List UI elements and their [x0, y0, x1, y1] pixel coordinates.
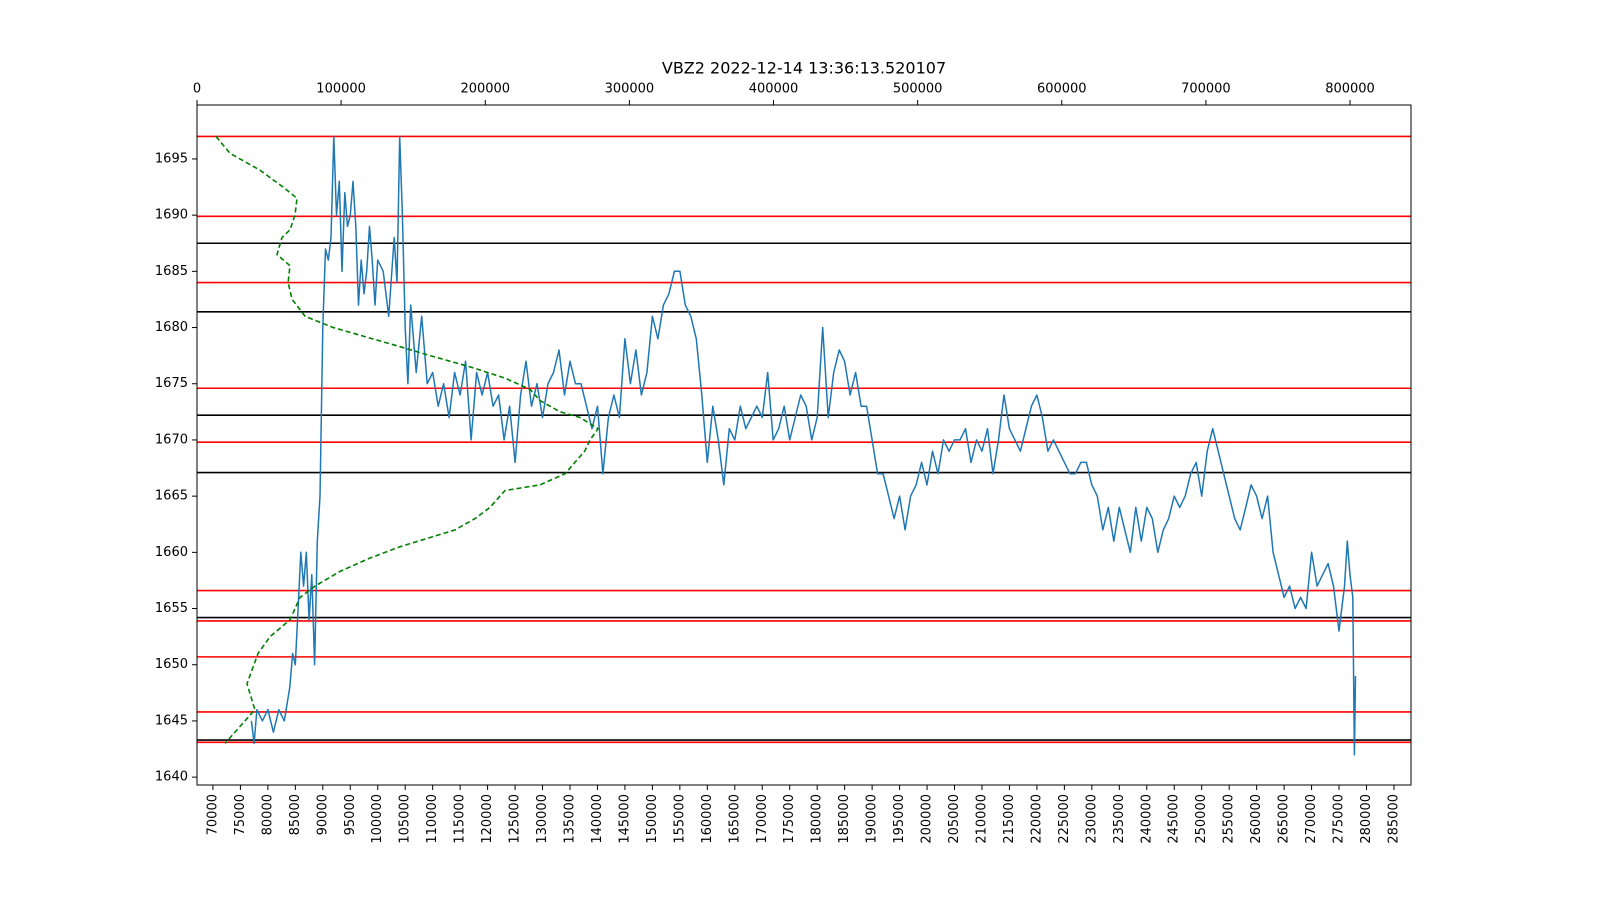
x-tick-label: 280000 [1359, 794, 1374, 844]
x-tick-label: 110000 [425, 794, 440, 844]
x-tick-label: 155000 [672, 794, 687, 844]
x2-tick-label: 300000 [605, 82, 655, 97]
x-tick-label: 210000 [974, 794, 989, 844]
x2-tick-label: 800000 [1325, 82, 1375, 97]
x-tick-label: 100000 [370, 794, 385, 844]
x-tick-label: 85000 [288, 794, 303, 835]
x-tick-label: 275000 [1332, 794, 1347, 844]
x-tick-label: 95000 [343, 794, 358, 835]
x-tick-label: 115000 [453, 794, 468, 844]
x-tick-label: 165000 [727, 794, 742, 844]
x-tick-label: 215000 [1002, 794, 1017, 844]
x-tick-label: 180000 [810, 794, 825, 844]
x-tick-label: 195000 [892, 794, 907, 844]
volume-profile-line [215, 135, 599, 744]
x-tick-label: 80000 [260, 794, 275, 835]
x-tick-label: 140000 [590, 794, 605, 844]
y-tick-label: 1670 [155, 432, 188, 447]
x2-tick-label: 600000 [1037, 82, 1087, 97]
y-tick-label: 1650 [155, 657, 188, 672]
x2-tick-label: 0 [193, 82, 201, 97]
price-line [250, 135, 1357, 756]
x-tick-label: 90000 [315, 794, 330, 835]
x-tick-label: 185000 [837, 794, 852, 844]
x-tick-label: 240000 [1139, 794, 1154, 844]
x-tick-label: 130000 [535, 794, 550, 844]
x2-tick-label: 100000 [316, 82, 366, 97]
x-tick-label: 200000 [920, 794, 935, 844]
y-tick-label: 1645 [155, 713, 188, 728]
x-tick-label: 75000 [233, 794, 248, 835]
x-tick-label: 230000 [1084, 794, 1099, 844]
x-tick-label: 225000 [1057, 794, 1072, 844]
y-tick-label: 1675 [155, 376, 188, 391]
x-tick-label: 245000 [1167, 794, 1182, 844]
x2-tick-label: 700000 [1181, 82, 1231, 97]
x-tick-label: 105000 [398, 794, 413, 844]
x-tick-label: 285000 [1386, 794, 1401, 844]
x-tick-label: 135000 [562, 794, 577, 844]
x-tick-label: 160000 [700, 794, 715, 844]
x2-tick-label: 400000 [749, 82, 799, 97]
y-tick-label: 1640 [155, 770, 188, 785]
x-tick-label: 270000 [1304, 794, 1319, 844]
plot-frame [196, 104, 1412, 786]
y-tick-label: 1660 [155, 545, 188, 560]
x-tick-label: 220000 [1029, 794, 1044, 844]
x2-tick-label: 200000 [460, 82, 510, 97]
x-tick-label: 145000 [617, 794, 632, 844]
x-tick-label: 255000 [1222, 794, 1237, 844]
x-tick-label: 125000 [508, 794, 523, 844]
x-tick-label: 70000 [205, 794, 220, 835]
x-tick-label: 235000 [1112, 794, 1127, 844]
x-tick-label: 190000 [865, 794, 880, 844]
x-tick-label: 205000 [947, 794, 962, 844]
x-tick-label: 265000 [1277, 794, 1292, 844]
x2-tick-label: 500000 [893, 82, 943, 97]
x-tick-label: 170000 [755, 794, 770, 844]
y-tick-label: 1680 [155, 320, 188, 335]
y-tick-label: 1655 [155, 601, 188, 616]
x-tick-label: 250000 [1194, 794, 1209, 844]
x-tick-label: 260000 [1249, 794, 1264, 844]
y-tick-label: 1695 [155, 151, 188, 166]
x-tick-label: 150000 [645, 794, 660, 844]
y-tick-label: 1685 [155, 264, 188, 279]
y-tick-label: 1690 [155, 208, 188, 223]
x-tick-label: 120000 [480, 794, 495, 844]
y-tick-label: 1665 [155, 489, 188, 504]
chart-title: VBZ2 2022-12-14 13:36:13.520107 [662, 59, 946, 78]
x-tick-label: 175000 [782, 794, 797, 844]
